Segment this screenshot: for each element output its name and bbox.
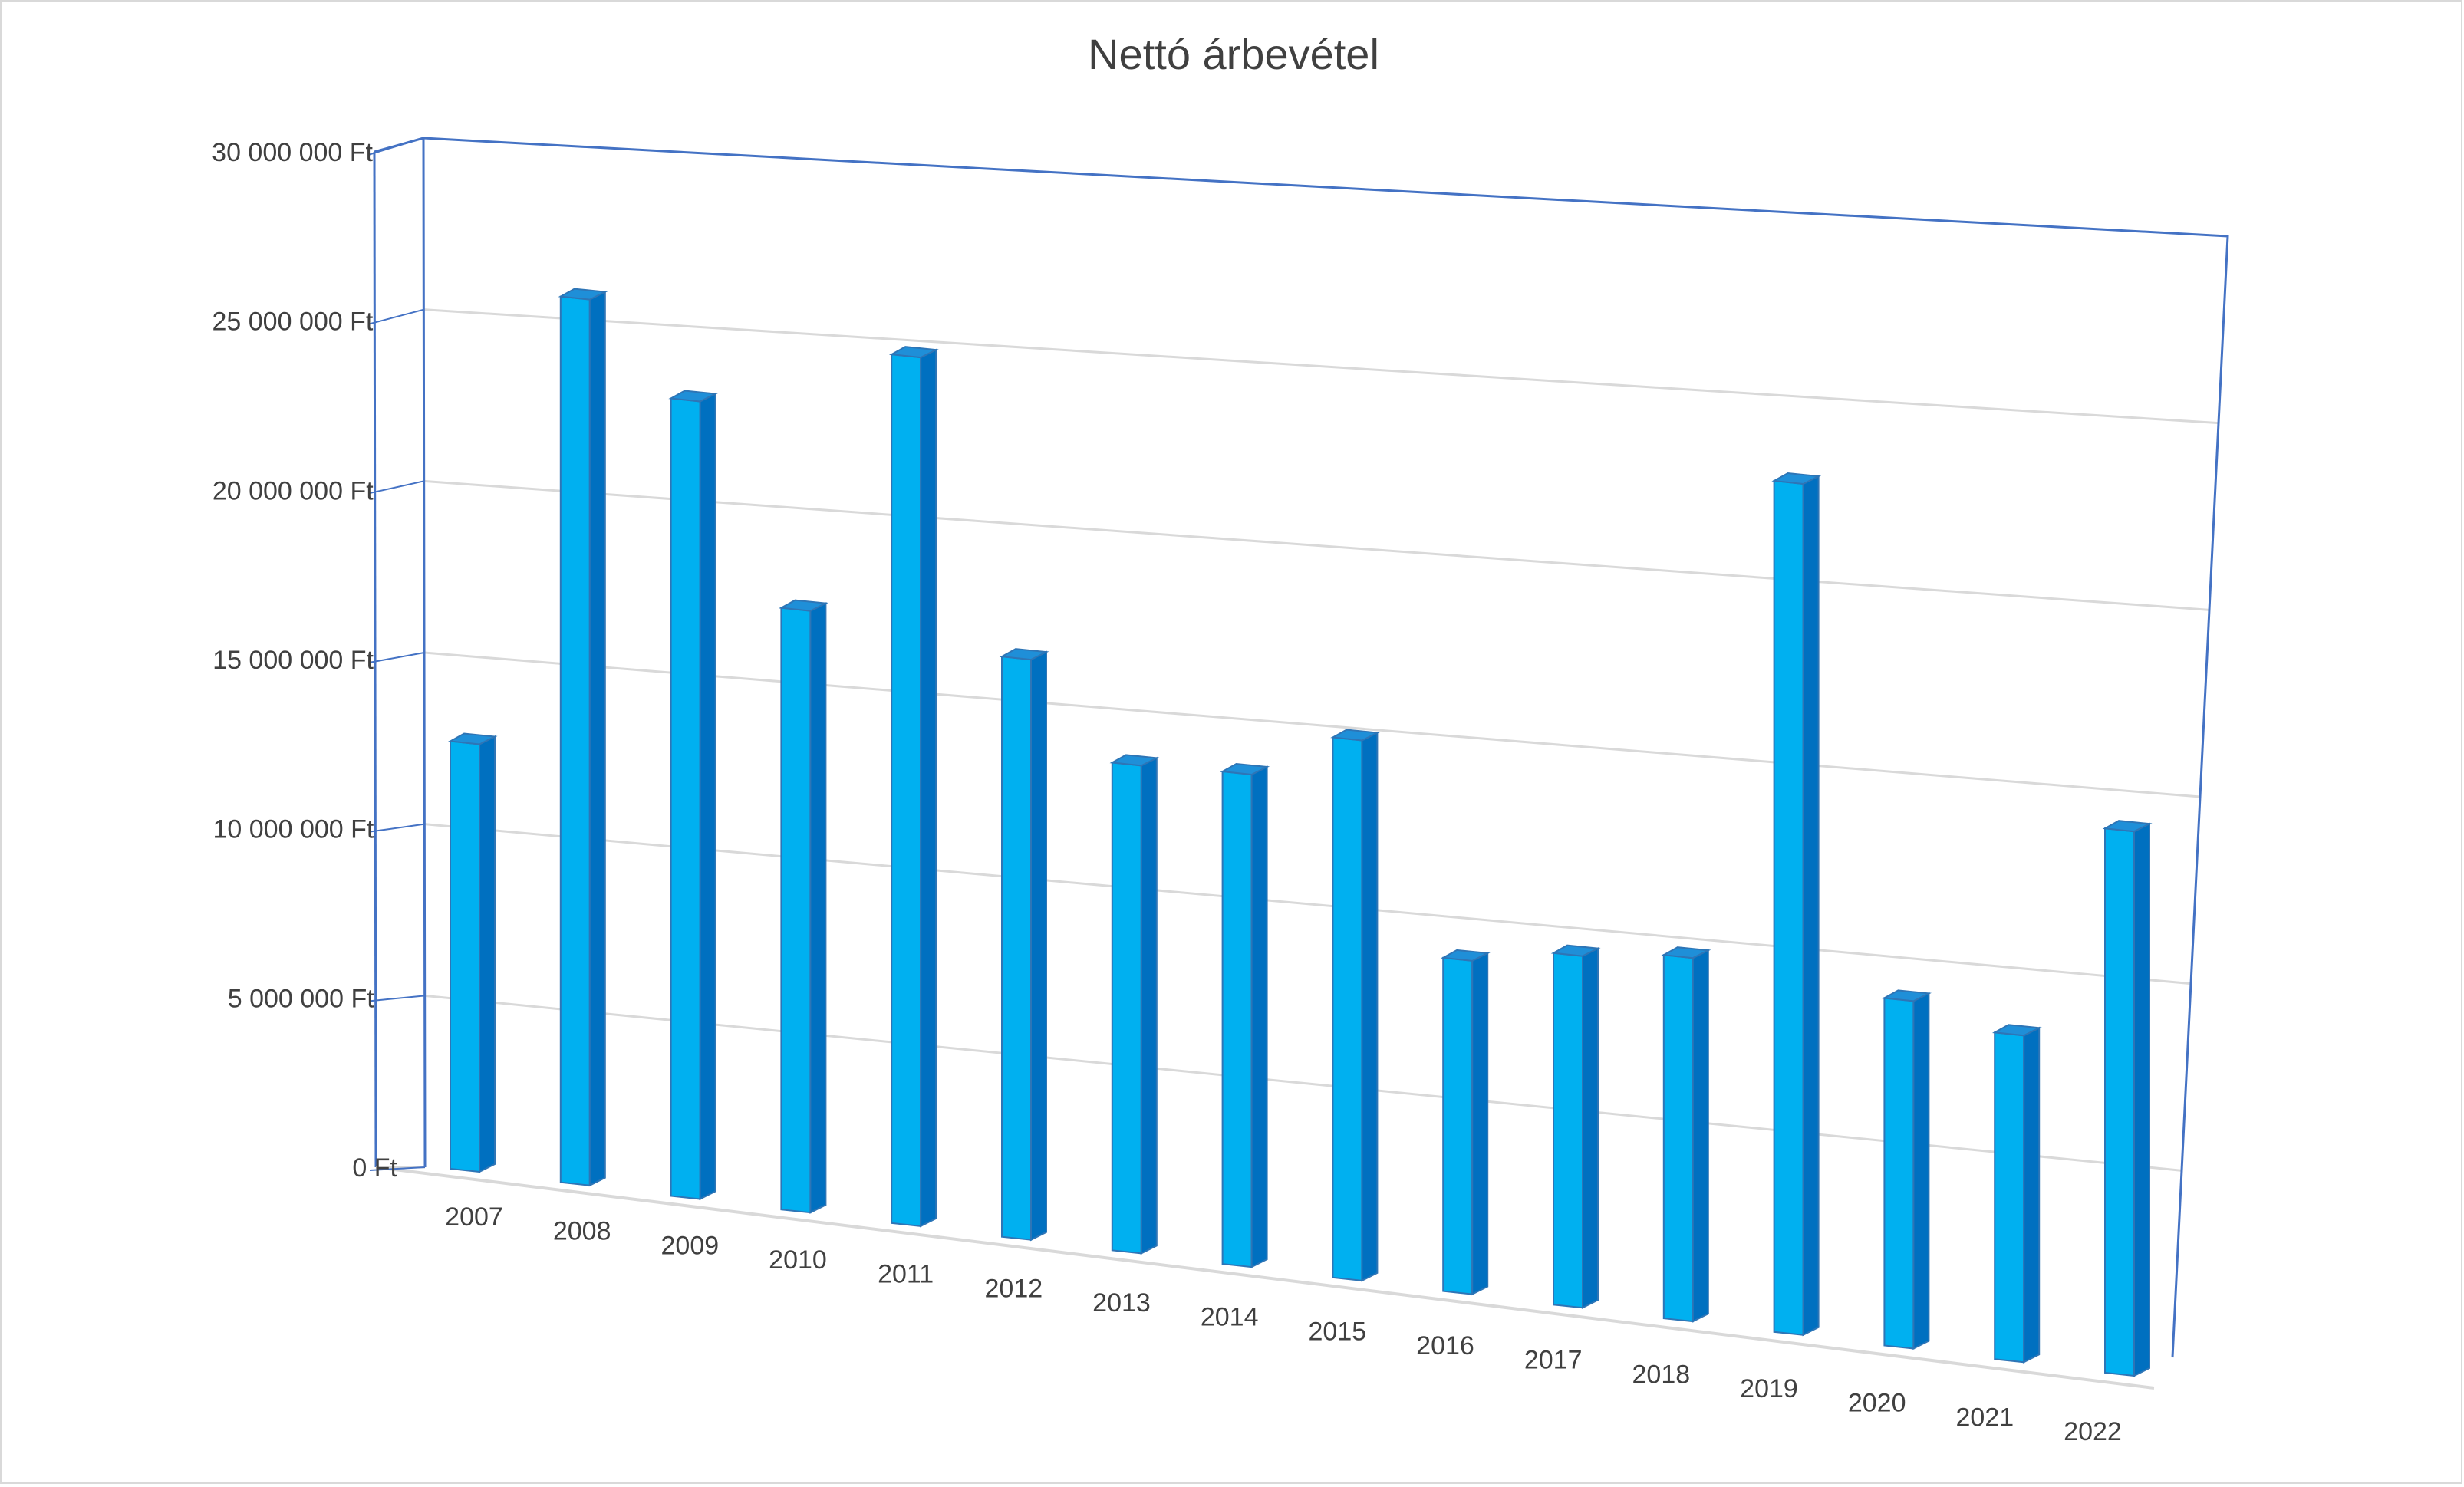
bar-top <box>1550 944 1601 957</box>
bar-side <box>479 735 496 1173</box>
bar-front <box>891 353 922 1228</box>
bar-front <box>1994 1031 2025 1364</box>
bar-front <box>2104 827 2135 1377</box>
bar-top <box>779 599 828 612</box>
x-tick-label: 2008 <box>553 1217 611 1246</box>
bar-top <box>1882 989 1932 1002</box>
bar-top <box>999 648 1049 661</box>
y-tick <box>368 480 424 495</box>
bar-side <box>920 348 937 1228</box>
bar-side <box>1250 765 1268 1268</box>
bar-front <box>1332 736 1363 1282</box>
bar-side <box>1361 731 1379 1282</box>
y-tick-label: 10 000 000 Ft <box>213 815 374 844</box>
y-tick-label: 15 000 000 Ft <box>212 646 374 675</box>
x-tick-label: 2012 <box>985 1274 1043 1303</box>
bar-side <box>1912 992 1930 1350</box>
x-tick-label: 2016 <box>1416 1331 1474 1360</box>
bar-front <box>1111 762 1142 1255</box>
bar-side <box>1802 475 1820 1337</box>
bar-top <box>668 390 719 403</box>
y-tick-label: 20 000 000 Ft <box>212 476 374 505</box>
x-tick-label: 2010 <box>769 1245 827 1275</box>
y-tick <box>368 652 425 663</box>
bar-front <box>559 295 591 1186</box>
bar-side <box>1471 952 1489 1296</box>
bar-front <box>780 607 812 1214</box>
y-tick-label: 0 Ft <box>352 1153 397 1183</box>
gridline <box>424 823 2192 985</box>
bar-side <box>1030 650 1047 1242</box>
bar-front <box>1553 952 1583 1309</box>
bar-top <box>1109 754 1160 767</box>
bar-front <box>1662 954 1694 1323</box>
bar-front <box>670 397 701 1200</box>
bar-side <box>1692 949 1709 1323</box>
x-tick-label: 2014 <box>1201 1303 1259 1332</box>
bar-side <box>588 290 606 1187</box>
x-tick-label: 2022 <box>2064 1417 2122 1446</box>
bar-top <box>888 346 939 359</box>
bar-front <box>1001 655 1032 1241</box>
bar-front <box>1883 997 1915 1350</box>
y-tick-label: 5 000 000 Ft <box>228 984 374 1013</box>
x-tick-label: 2015 <box>1309 1317 1367 1346</box>
y-tick-label: 30 000 000 Ft <box>212 138 373 167</box>
bar-top <box>1220 762 1270 776</box>
bar-top <box>1771 472 1822 485</box>
bar-side <box>2023 1026 2041 1364</box>
bar-top <box>1661 946 1711 959</box>
bar-side <box>699 392 716 1201</box>
gridline <box>423 651 2201 798</box>
bar-top <box>1330 729 1380 742</box>
chart-title: Nettó árbevétel <box>1088 30 1379 78</box>
x-tick-label: 2011 <box>878 1260 934 1289</box>
y-tick <box>369 823 425 833</box>
bar-front <box>450 740 480 1173</box>
x-tick-label: 2019 <box>1740 1374 1798 1403</box>
value-axis-line <box>373 151 377 1168</box>
bar-side <box>1582 947 1599 1309</box>
x-tick-label: 2009 <box>661 1231 720 1260</box>
gridline <box>423 479 2210 611</box>
bar-side <box>1140 756 1158 1255</box>
x-tick-label: 2020 <box>1848 1389 1906 1418</box>
bar-side <box>809 601 827 1214</box>
x-tick-label: 2017 <box>1524 1346 1583 1375</box>
bar-top <box>2102 820 2153 833</box>
y-tick <box>368 308 424 325</box>
x-tick-label: 2007 <box>445 1202 503 1232</box>
bar-front <box>1442 956 1474 1295</box>
y-tick <box>369 1166 426 1171</box>
bar-side <box>2133 822 2150 1377</box>
x-tick-label: 2013 <box>1092 1288 1151 1318</box>
floor-front-edge <box>375 1166 2155 1390</box>
y-tick <box>369 995 425 1002</box>
x-tick-label: 2021 <box>1956 1403 2014 1432</box>
x-tick-label: 2018 <box>1632 1360 1691 1389</box>
bar-front <box>1221 770 1253 1268</box>
bar-top <box>1440 949 1491 962</box>
y-tick-label: 25 000 000 Ft <box>212 308 374 337</box>
bar-top <box>558 288 608 301</box>
bar-top <box>447 732 498 745</box>
bar-front <box>1773 479 1804 1336</box>
bar-top <box>1991 1024 2042 1037</box>
gridline <box>423 308 2219 425</box>
y-tick <box>367 137 424 156</box>
